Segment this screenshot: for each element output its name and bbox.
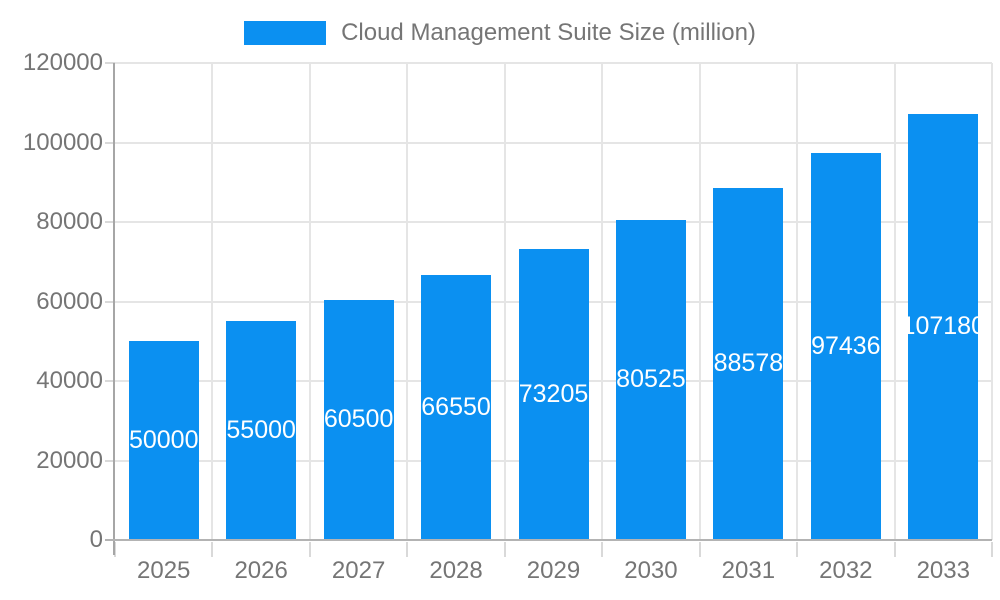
y-axis-tick: [105, 459, 115, 462]
x-axis-tick: [991, 542, 993, 557]
x-gridline: [796, 63, 799, 540]
x-tick-label: 2026: [234, 557, 288, 584]
bar-value-label: 66550: [421, 393, 491, 422]
x-gridline: [893, 63, 896, 540]
x-axis-tick: [406, 542, 409, 557]
bar-value-label: 97436: [811, 331, 881, 360]
x-axis-tick: [893, 542, 896, 557]
x-gridline: [503, 63, 506, 540]
chart-legend: Cloud Management Suite Size (million): [0, 19, 1000, 47]
x-axis-tick: [601, 542, 604, 557]
bar-value-label: 60500: [323, 405, 394, 434]
y-tick-label: 0: [89, 526, 103, 553]
y-axis-tick: [105, 380, 115, 382]
x-axis-tick: [308, 542, 311, 557]
y-axis-tick: [105, 300, 115, 303]
bar: 73205: [518, 249, 589, 540]
legend-label: Cloud Management Suite Size (million): [341, 19, 756, 46]
y-axis-tick: [105, 62, 115, 64]
y-axis-line: [113, 63, 115, 555]
bar-value-label: 80525: [616, 365, 686, 394]
bar-value-label: 73205: [518, 380, 589, 408]
bar: 97436: [810, 152, 881, 540]
bar-value-label: 50000: [128, 426, 199, 455]
x-axis-tick: [211, 542, 214, 557]
x-tick-label: 2028: [429, 557, 483, 584]
x-tick-label: 2033: [916, 557, 970, 584]
bar: 60500: [323, 299, 394, 540]
y-tick-label: 100000: [22, 128, 103, 156]
x-tick-label: 2027: [331, 557, 386, 584]
y-gridline: [115, 62, 992, 64]
y-tick-label: 80000: [36, 208, 103, 235]
x-tick-label: 2029: [526, 557, 581, 584]
y-tick-label: 40000: [36, 367, 103, 394]
x-gridline: [991, 63, 993, 540]
x-tick-label: 2025: [137, 557, 191, 584]
y-gridline: [115, 141, 992, 144]
y-axis-tick: [105, 221, 115, 223]
y-tick-label: 60000: [36, 287, 103, 315]
bar: 88578: [713, 187, 784, 540]
x-axis-tick: [503, 542, 506, 557]
x-gridline: [211, 63, 214, 540]
bar: 80525: [615, 219, 686, 540]
bar: 50000: [128, 341, 199, 540]
x-gridline: [698, 63, 701, 540]
y-gridline: [115, 221, 992, 223]
y-tick-label: 20000: [36, 446, 103, 474]
plot-area: 50000 55000 60500 66550 73205 80525 88578 97436…: [105, 62, 993, 557]
x-gridline: [601, 63, 604, 540]
x-axis-line: [105, 539, 992, 541]
x-tick-label: 2030: [624, 557, 678, 584]
bar: 107180: [902, 113, 985, 540]
x-tick-label: 2032: [819, 557, 873, 584]
legend-swatch-icon: [244, 21, 327, 45]
x-gridline: [406, 63, 409, 540]
x-axis-tick: [114, 542, 116, 557]
x-gridline: [308, 63, 311, 540]
y-tick-label: 120000: [22, 49, 103, 76]
x-axis-tick: [698, 542, 701, 557]
x-tick-label: 2031: [721, 557, 776, 584]
bar-value-label: 107180: [901, 312, 985, 341]
y-axis-tick: [105, 141, 115, 144]
bar: 55000: [226, 321, 297, 540]
bar-value-label: 55000: [226, 416, 296, 445]
x-axis-tick: [796, 542, 799, 557]
bar: 66550: [421, 275, 492, 540]
bar-value-label: 88578: [713, 349, 784, 378]
